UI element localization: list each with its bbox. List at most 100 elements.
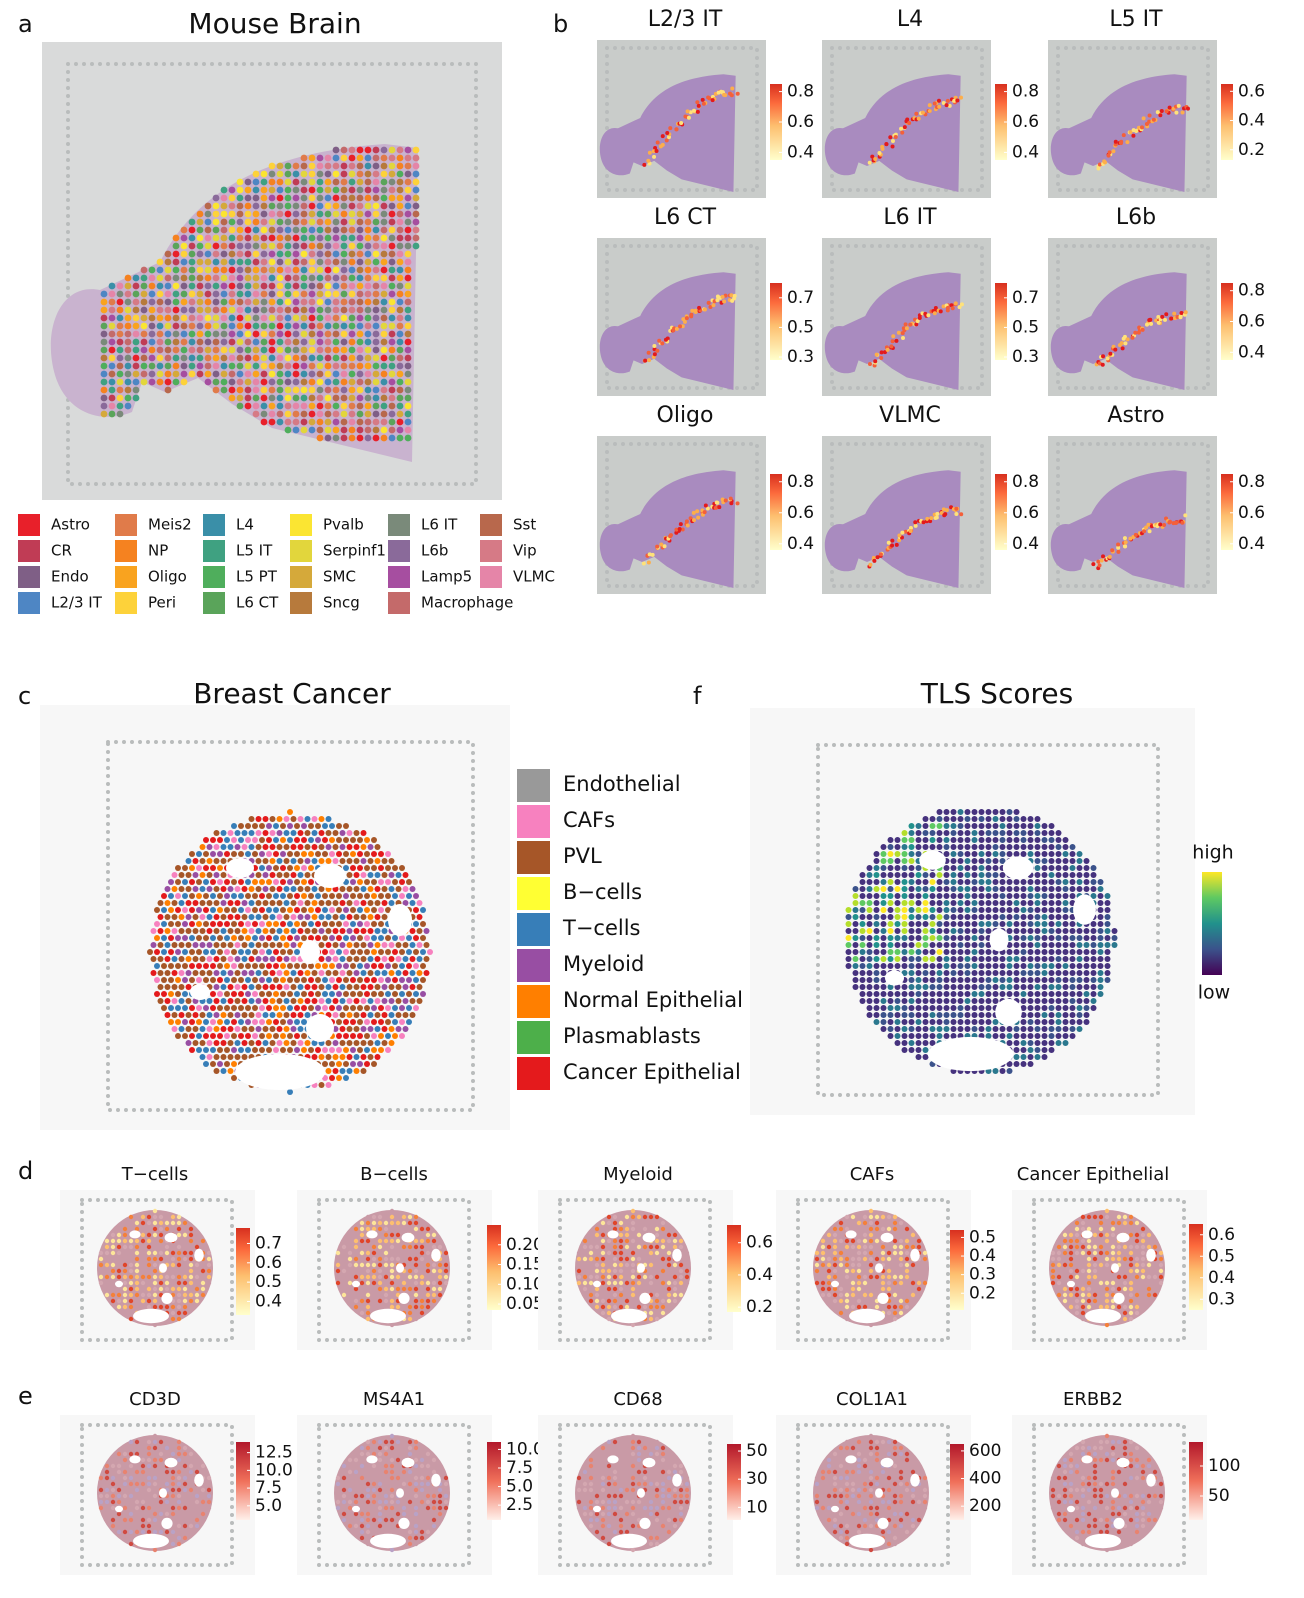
spot <box>360 1263 364 1267</box>
spot <box>724 498 728 502</box>
spot <box>661 1239 665 1243</box>
spot <box>235 1026 241 1032</box>
spot <box>245 977 251 983</box>
spot <box>902 844 908 850</box>
spot <box>1042 942 1048 948</box>
spot <box>381 291 388 298</box>
spot <box>179 928 185 934</box>
spot <box>986 858 992 864</box>
spot <box>210 1047 216 1053</box>
spot <box>930 984 936 990</box>
spot <box>259 893 265 899</box>
spot <box>923 998 929 1004</box>
spot <box>111 1239 115 1243</box>
spot <box>301 851 307 857</box>
spot <box>396 984 402 990</box>
spot <box>349 227 356 234</box>
spot <box>420 1293 424 1297</box>
spot <box>270 914 276 920</box>
spot <box>935 512 939 516</box>
spot <box>221 227 228 234</box>
spot <box>673 1233 677 1237</box>
spot <box>253 315 260 322</box>
spot <box>291 844 297 850</box>
spot <box>340 830 346 836</box>
spot <box>129 1221 133 1225</box>
spot <box>229 195 236 202</box>
spot <box>397 187 404 194</box>
spot <box>389 203 396 210</box>
spot <box>308 837 314 843</box>
spot <box>336 837 342 843</box>
spot <box>1160 109 1164 113</box>
spot <box>173 347 180 354</box>
spot <box>141 1305 145 1309</box>
spot <box>361 886 367 892</box>
spot <box>117 1275 121 1279</box>
spot <box>229 227 236 234</box>
spot <box>309 283 316 290</box>
spot <box>333 355 340 362</box>
spot <box>402 1245 406 1249</box>
spot <box>413 227 420 234</box>
spot <box>329 837 335 843</box>
spot <box>354 1269 358 1273</box>
spot <box>902 1040 908 1046</box>
spot <box>375 858 381 864</box>
spot <box>965 907 971 913</box>
colorbar-tick-label: 0.2 <box>1238 140 1265 160</box>
spot <box>402 1221 406 1225</box>
spot <box>364 893 370 899</box>
spot <box>371 837 377 843</box>
spot <box>195 1287 199 1291</box>
spot <box>195 1281 199 1285</box>
spot <box>389 942 395 948</box>
spot <box>417 998 423 1004</box>
spot <box>944 830 950 836</box>
spot <box>349 387 356 394</box>
spot <box>937 830 943 836</box>
spot <box>135 1293 139 1297</box>
spot <box>876 555 880 559</box>
spot <box>1000 851 1006 857</box>
spot <box>165 914 171 920</box>
spot <box>902 984 908 990</box>
spot <box>340 1040 346 1046</box>
spot <box>173 267 180 274</box>
spot <box>389 227 396 234</box>
spot <box>349 243 356 250</box>
spot <box>235 914 241 920</box>
spot <box>293 307 300 314</box>
spot <box>1077 935 1083 941</box>
spot <box>643 1251 647 1255</box>
spot <box>285 275 292 282</box>
spot <box>229 363 236 370</box>
spot <box>207 1026 213 1032</box>
spot <box>301 187 308 194</box>
spot <box>958 970 964 976</box>
spot <box>245 243 252 250</box>
spot <box>149 339 156 346</box>
spot <box>1101 363 1105 367</box>
spot <box>368 928 374 934</box>
spot <box>123 1221 127 1225</box>
spot <box>123 1287 127 1291</box>
legend-label: L6b <box>421 542 448 560</box>
spot <box>1049 907 1055 913</box>
spot <box>253 331 260 338</box>
spot <box>263 1012 269 1018</box>
spot <box>408 1317 412 1321</box>
spot <box>305 1040 311 1046</box>
spot <box>986 963 992 969</box>
spot <box>1184 310 1188 314</box>
spot <box>1070 1005 1076 1011</box>
spot <box>319 816 325 822</box>
spot <box>1049 977 1055 983</box>
spot <box>242 1054 248 1060</box>
spot <box>1007 830 1013 836</box>
spot <box>172 914 178 920</box>
spot <box>1042 1047 1048 1053</box>
spot <box>365 355 372 362</box>
spot <box>413 155 420 162</box>
spot <box>203 977 209 983</box>
